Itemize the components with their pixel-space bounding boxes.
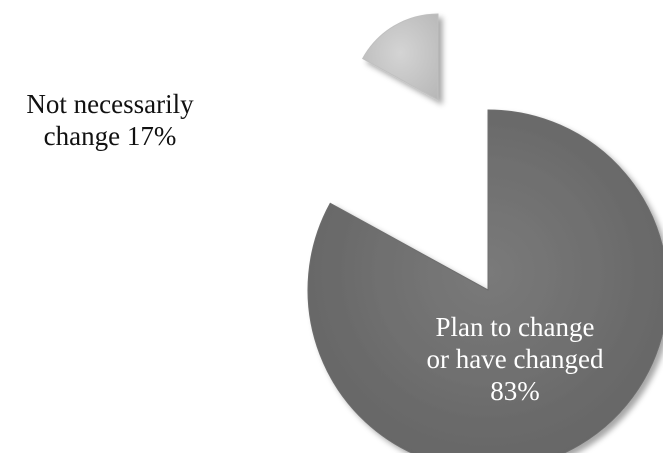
pie-slice-not-necessarily-change [361,13,439,101]
slice-label-plan-to-change: Plan to change or have changed 83% [390,311,640,407]
slice-label-line: Not necessarily [26,89,194,119]
pie-slices [307,13,663,453]
slice-label-line: Plan to change [435,312,595,342]
slice-label-line: change 17% [43,121,177,151]
slice-label-not-necessarily-change: Not necessarily change 17% [0,88,220,152]
slice-label-line: 83% [490,376,540,406]
slice-label-line: or have changed [426,344,604,374]
pie-slice-plan-to-change [307,109,663,453]
